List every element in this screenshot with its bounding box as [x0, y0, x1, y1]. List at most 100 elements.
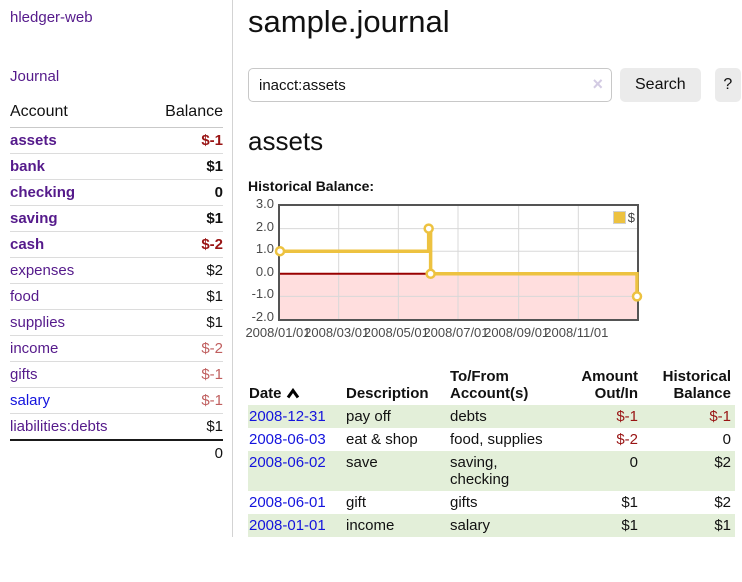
help-button[interactable]: ? [714, 68, 741, 102]
account-balance: 0 [143, 179, 223, 206]
transaction-accounts: debts [449, 405, 557, 428]
account-balance: $1 [143, 413, 223, 440]
account-balance: $2 [143, 257, 223, 284]
account-row: cash $-2 [10, 231, 223, 258]
account-balance: $1 [143, 309, 223, 336]
account-heading: assets [248, 126, 324, 156]
transaction-description: pay off [345, 405, 449, 428]
register-table: Date Description To/From Account(s) Amou… [248, 366, 735, 537]
account-row: salary $-1 [10, 387, 223, 414]
transaction-balance: $1 [642, 514, 735, 537]
search-button[interactable]: Search [620, 68, 701, 102]
x-tick-label: 2008/07/01 [423, 325, 489, 340]
register-header-balance: Historical Balance [662, 368, 731, 402]
account-link-cash[interactable]: cash [10, 236, 45, 253]
register-row: 2008-06-01 gift gifts $1 $2 [248, 491, 735, 514]
account-row: supplies $1 [10, 309, 223, 336]
transaction-amount: 0 [557, 451, 642, 491]
accounts-total-row: 0 [10, 439, 223, 466]
y-tick-label: 3.0 [255, 196, 274, 211]
transaction-description: gift [346, 494, 367, 511]
transaction-date-link[interactable]: 2008-01-01 [249, 517, 326, 534]
register-header-accounts: To/From Account(s) [450, 368, 529, 402]
transaction-balance: $2 [714, 494, 731, 511]
account-row: bank $1 [10, 153, 223, 180]
transaction-accounts: salary [449, 514, 557, 537]
main-panel: sample.journal × Search ? assets Histori… [233, 0, 741, 537]
legend-swatch-icon [612, 211, 626, 224]
y-tick-label: 0.0 [255, 263, 274, 279]
transaction-date-link[interactable]: 2008-06-03 [249, 431, 326, 448]
historical-balance-chart: $ 3.0 2.0 1.0 0.0 -1.0 -2.0 2008/01/01 2008/03… [245, 197, 648, 344]
legend-label: $ [627, 210, 635, 225]
register-row: 2008-06-02 save saving, checking 0 $2 [248, 451, 735, 491]
account-balance: $1 [143, 153, 223, 180]
y-tick-label: 2.0 [255, 218, 274, 234]
search-form: × Search ? [248, 68, 741, 102]
account-row: food $1 [10, 283, 223, 310]
transaction-description: eat & shop [346, 431, 418, 448]
register-row: 2008-01-01 income salary $1 $1 [248, 514, 735, 537]
sidebar: hledger-web Journal Account Balance asse… [0, 0, 233, 537]
transaction-date-link[interactable]: 2008-06-01 [249, 494, 326, 511]
account-balance: $-1 [143, 361, 223, 388]
x-tick-label: 2008/05/01 [363, 325, 429, 340]
register-header-date[interactable]: Date [248, 366, 345, 405]
accounts-table: Account Balance assets $-1 bank $1 checkin… [10, 101, 223, 466]
search-input[interactable] [248, 68, 612, 102]
account-link-supplies[interactable]: supplies [10, 314, 66, 331]
app-title-link[interactable]: hledger-web [10, 9, 93, 26]
register-row: 2008-12-31 pay off debts $-1 $-1 [248, 405, 735, 428]
transaction-date-link[interactable]: 2008-06-02 [249, 454, 326, 471]
account-link-salary[interactable]: salary [10, 392, 51, 409]
account-link-bank[interactable]: bank [10, 158, 46, 175]
account-link-checking[interactable]: checking [10, 184, 76, 201]
account-row: liabilities:debts $1 [10, 413, 223, 440]
account-row: gifts $-1 [10, 361, 223, 388]
accounts-header-account: Account [10, 101, 144, 128]
account-link-expenses[interactable]: expenses [10, 262, 75, 279]
sort-ascending-icon [286, 387, 299, 399]
x-tick-label: 2008/11/01 [544, 325, 609, 340]
y-tick-label: 1.0 [255, 241, 274, 257]
transaction-accounts: saving, checking [449, 451, 557, 491]
transaction-amount: $1 [557, 514, 642, 537]
transaction-balance: 0 [722, 431, 731, 448]
chart-plot-area: $ [274, 204, 643, 321]
account-row: assets $-1 [10, 128, 223, 154]
app-layout: hledger-web Journal Account Balance asse… [0, 0, 741, 537]
transaction-accounts: food, supplies [450, 431, 543, 448]
accounts-header-balance: Balance [143, 101, 223, 128]
x-tick-label: 2008/01/01 [245, 325, 311, 340]
transaction-balance: $2 [642, 451, 735, 491]
account-link-income[interactable]: income [10, 340, 59, 357]
transaction-description: income [345, 514, 449, 537]
register-header-description: Description [346, 385, 429, 402]
account-link-food[interactable]: food [10, 288, 40, 305]
account-balance: $1 [143, 283, 223, 310]
transaction-balance: $-1 [642, 405, 735, 428]
account-link-gifts[interactable]: gifts [10, 366, 38, 383]
account-balance: $-1 [143, 387, 223, 414]
account-balance: $-1 [201, 132, 223, 149]
transaction-description: save [345, 451, 449, 491]
transaction-amount: $-1 [557, 405, 642, 428]
account-link-liabilities-debts[interactable]: liabilities:debts [10, 418, 108, 435]
sidebar-item-journal[interactable]: Journal [10, 68, 60, 85]
search-box: × [248, 68, 612, 102]
accounts-total-balance: 0 [143, 439, 223, 466]
clear-search-icon[interactable]: × [592, 74, 603, 94]
account-link-saving[interactable]: saving [10, 210, 58, 227]
chart-canvas [274, 206, 643, 319]
account-link-assets[interactable]: assets [10, 132, 57, 149]
transaction-amount: $1 [621, 494, 638, 511]
account-row: checking 0 [10, 179, 223, 206]
account-balance: $1 [143, 205, 223, 232]
y-tick-label: -1.0 [251, 286, 274, 302]
transaction-accounts: gifts [450, 494, 478, 511]
y-tick-label: -2.0 [251, 309, 274, 324]
chart-legend: $ [612, 210, 635, 225]
page-title: sample.journal [248, 4, 450, 39]
transaction-date-link[interactable]: 2008-12-31 [249, 408, 326, 425]
transaction-amount: $-2 [616, 431, 638, 448]
